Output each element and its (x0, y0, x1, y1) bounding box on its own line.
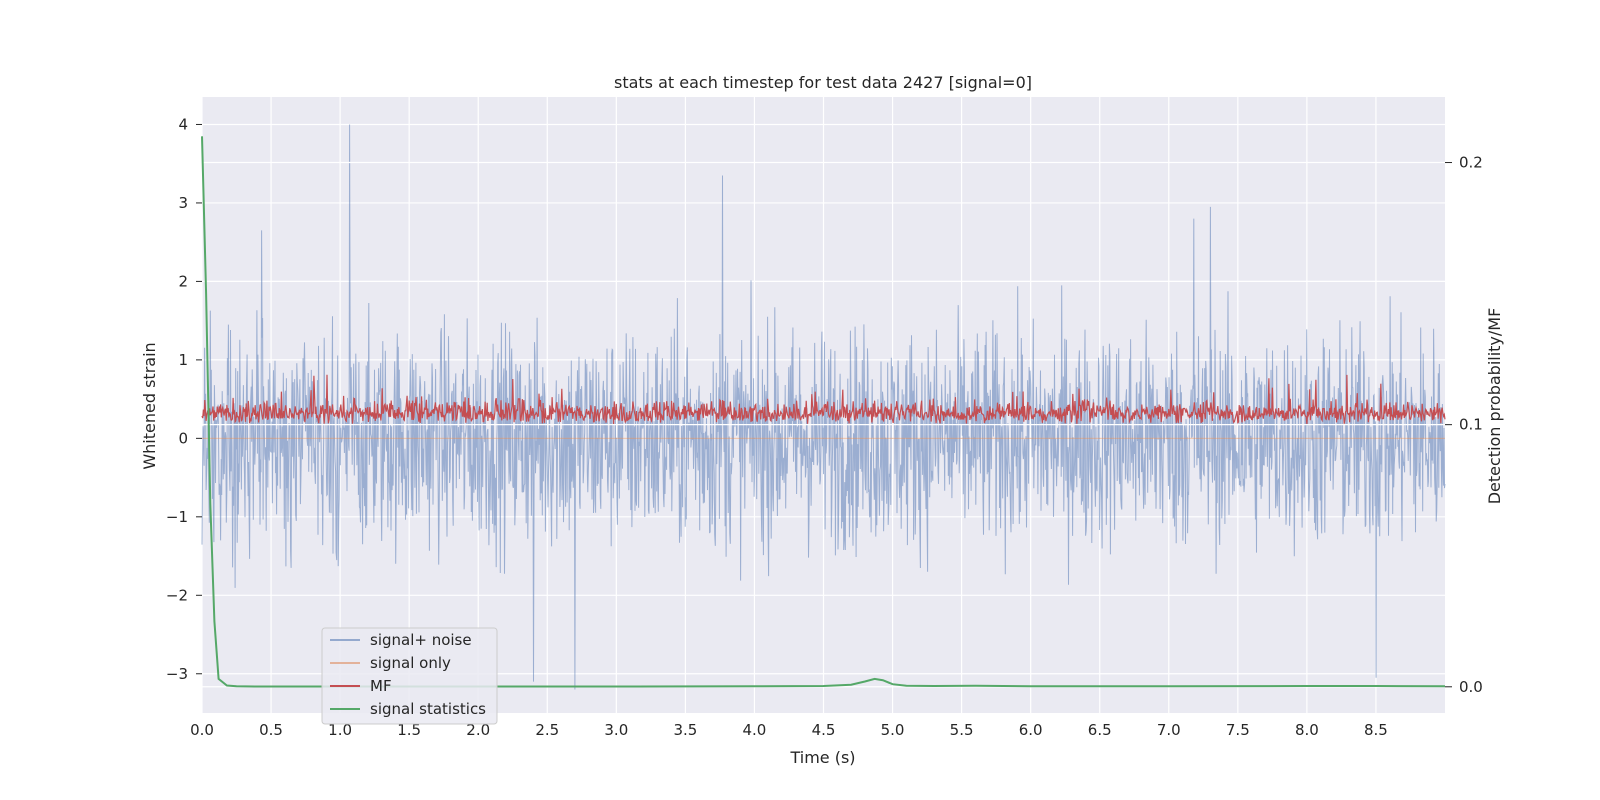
y-tick-label: 0 (178, 429, 188, 447)
mf-line (201, 374, 1446, 425)
x-axis-ticks: 0.0 0.5 1.0 1.5 2.0 2.5 3.0 3.5 4.0 4.5 5.0 5.5 6.0 6… (190, 721, 1388, 739)
y2-axis-ticks: 0.2 0.1 0.0 (1445, 154, 1483, 696)
signal-statistics-line (201, 136, 1446, 688)
y-tick-label: −2 (166, 586, 188, 604)
x-tick-label: 4.5 (812, 721, 836, 739)
x-tick-label: 2.0 (466, 721, 490, 739)
x-tick-label: 3.0 (604, 721, 628, 739)
x-tick-label: 7.5 (1226, 721, 1250, 739)
x-tick-label: 2.5 (535, 721, 559, 739)
legend: signal+ noise signal only MF signal stat… (321, 627, 498, 725)
y2-tick-label: 0.1 (1459, 416, 1483, 434)
legend-label-noise: signal+ noise (370, 631, 472, 649)
y-tick-label: 2 (178, 272, 188, 290)
y2-axis-label: Detection probability/MF (1485, 308, 1504, 505)
x-tick-label: 5.0 (881, 721, 905, 739)
x-tick-label: 0.0 (190, 721, 214, 739)
x-tick-label: 1.5 (397, 721, 421, 739)
x-tick-label: 0.5 (259, 721, 283, 739)
y-axis-label: Whitened strain (140, 342, 159, 469)
x-tick-label: 8.5 (1364, 721, 1388, 739)
y-axis-ticks: 4 3 2 1 0 −1 −2 −3 (166, 115, 202, 683)
x-tick-label: 8.0 (1295, 721, 1319, 739)
y-tick-label: 3 (178, 194, 188, 212)
x-tick-label: 6.5 (1088, 721, 1112, 739)
chart-title: stats at each timestep for test data 242… (614, 73, 1032, 92)
legend-label-mf: MF (370, 677, 392, 695)
x-tick-label: 7.0 (1157, 721, 1181, 739)
y2-tick-label: 0.2 (1459, 154, 1483, 172)
noise-series (201, 124, 1446, 690)
y-tick-label: 4 (178, 115, 188, 133)
mf-series (201, 374, 1446, 425)
y-tick-label: −1 (166, 508, 188, 526)
x-axis-label: Time (s) (789, 748, 855, 767)
x-tick-label: 6.0 (1019, 721, 1043, 739)
legend-box (321, 627, 498, 725)
x-tick-label: 4.0 (743, 721, 767, 739)
x-tick-label: 3.5 (673, 721, 697, 739)
y-tick-label: −3 (166, 665, 188, 683)
y-tick-label: 1 (178, 351, 188, 369)
noise-line (201, 124, 1446, 690)
legend-label-signal-statistics: signal statistics (370, 700, 486, 718)
x-tick-label: 1.0 (328, 721, 352, 739)
x-tick-label: 5.5 (950, 721, 974, 739)
legend-label-signal-only: signal only (370, 654, 451, 672)
y2-tick-label: 0.0 (1459, 678, 1483, 696)
signal-statistics-series (201, 136, 1446, 688)
